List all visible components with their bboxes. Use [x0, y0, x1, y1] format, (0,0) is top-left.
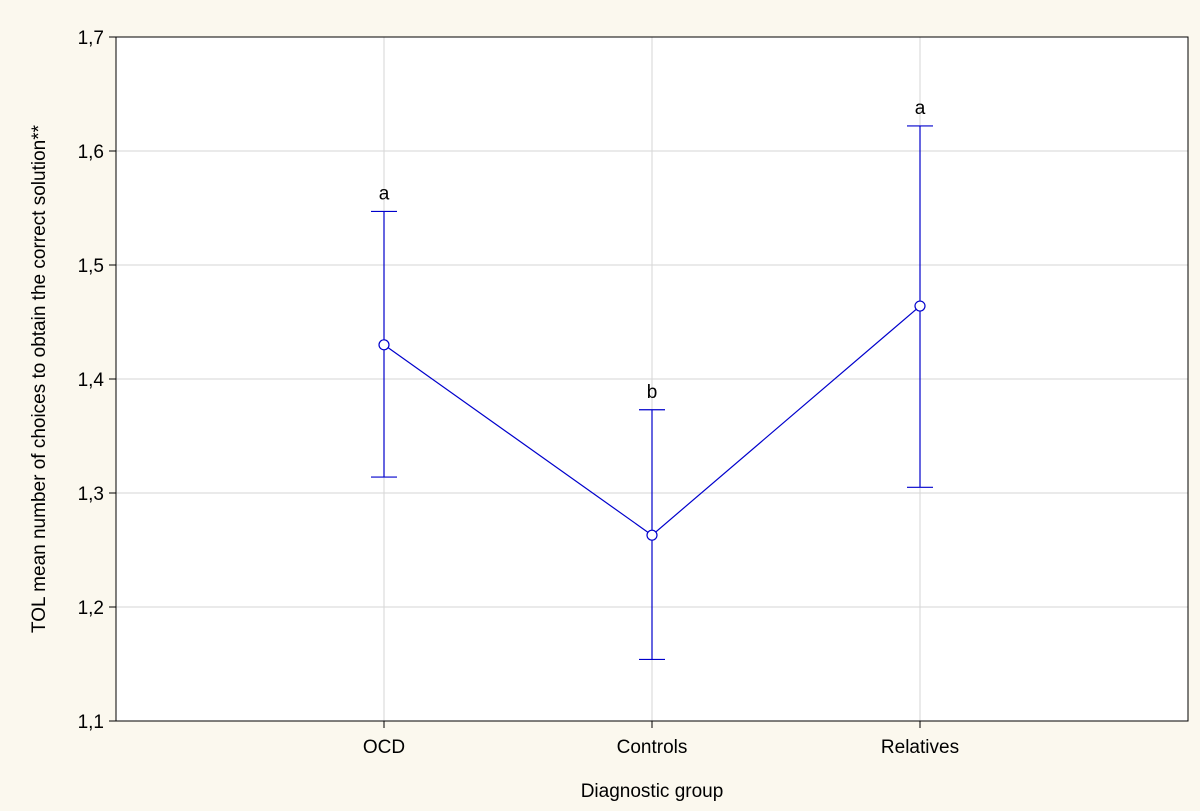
x-tick-label: Controls	[617, 737, 688, 758]
y-tick-label: 1,2	[78, 598, 104, 619]
y-axis-title: TOL mean number of choices to obtain the…	[29, 124, 50, 633]
data-point	[646, 529, 658, 541]
axes: 1,1 1,2 1,3 1,4 1,5 1,6 1,7 OCD Controls Relative…	[78, 28, 960, 758]
y-tick-label: 1,1	[78, 712, 104, 733]
significance-label: a	[915, 98, 926, 119]
significance-label: a	[379, 183, 390, 204]
data-point	[378, 339, 390, 351]
x-axis-title: Diagnostic group	[581, 781, 724, 802]
x-tick-label: Relatives	[881, 737, 959, 758]
y-tick-label: 1,6	[78, 142, 104, 163]
series: a b a	[371, 98, 933, 661]
y-tick-label: 1,5	[78, 256, 104, 277]
significance-label: b	[647, 382, 658, 403]
y-tick-label: 1,4	[78, 370, 105, 391]
y-tick-label: 1,7	[78, 28, 104, 49]
x-tick-label: OCD	[363, 737, 405, 758]
data-point	[914, 300, 926, 312]
y-tick-label: 1,3	[78, 484, 104, 505]
